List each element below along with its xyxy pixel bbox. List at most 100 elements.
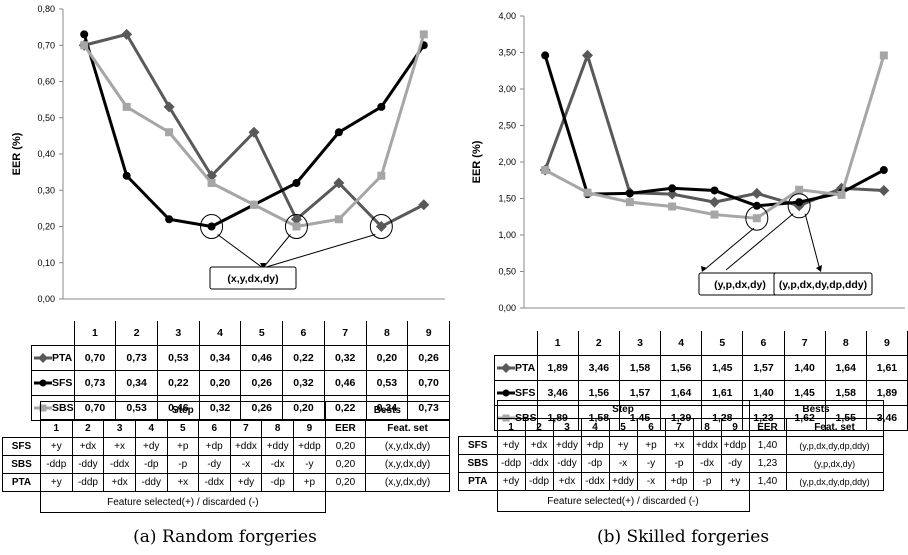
legend-key bbox=[497, 363, 515, 374]
highlight-circle bbox=[745, 205, 769, 231]
category-label: 2 bbox=[115, 321, 158, 346]
data-point-sbs bbox=[334, 215, 343, 224]
data-label: 1,61 bbox=[865, 355, 908, 381]
step-feature: +dp bbox=[580, 436, 610, 455]
method-label: PTA bbox=[458, 472, 498, 491]
category-label: 7 bbox=[783, 331, 826, 356]
data-point-sfs bbox=[625, 189, 634, 198]
step-number: 3 bbox=[552, 418, 582, 437]
data-point-sbs bbox=[837, 190, 846, 199]
step-feature: +y bbox=[39, 473, 73, 492]
data-label: 0,32 bbox=[323, 345, 367, 371]
step-feature: +ddy bbox=[608, 472, 638, 491]
step-header: Step bbox=[39, 401, 326, 420]
featset-header: Feat. set bbox=[365, 419, 450, 438]
data-point-pta bbox=[163, 101, 175, 113]
data-point-sfs bbox=[122, 171, 131, 180]
step-table-skilled: Step Bests 1 2 3 4 5 6 7 8 9 EER Feat. set SFS +dy +dx +… bbox=[458, 400, 884, 512]
best-feature-set: (x,y,dx,dy) bbox=[365, 473, 450, 492]
method-label: SFS bbox=[458, 436, 498, 455]
step-feature: -x bbox=[608, 454, 638, 473]
step-feature: +ddp bbox=[720, 436, 750, 455]
step-feature: -ddp bbox=[39, 455, 73, 474]
step-number: 7 bbox=[664, 418, 694, 437]
data-point-pta bbox=[582, 49, 593, 61]
data-point-sfs bbox=[334, 128, 343, 137]
data-point-sbs bbox=[122, 102, 131, 111]
step-feature: +dy bbox=[134, 437, 168, 456]
data-point-sbs bbox=[250, 200, 258, 209]
step-feature: -p bbox=[664, 454, 694, 473]
step-number: 9 bbox=[720, 418, 750, 437]
step-feature: +p bbox=[636, 436, 666, 455]
data-point-sbs bbox=[668, 202, 677, 211]
step-feature: -ddy bbox=[552, 454, 582, 473]
legend-key-marker bbox=[38, 353, 48, 364]
step-number: 4 bbox=[580, 418, 610, 437]
data-table-row-sfs: SFS 0,73 0,34 0,22 0,20 0,26 0,32 0,46 0,53 0,70 bbox=[31, 370, 450, 396]
bests-header: Bests bbox=[324, 401, 451, 420]
data-point-pta bbox=[375, 221, 387, 232]
category-label: 4 bbox=[660, 331, 703, 356]
step-row-sbs: SBS -ddp -ddx -ddy -dp -x -y -p -dx -dy 1,23 (y,p,d… bbox=[458, 454, 884, 473]
caption-random: (a) Random forgeries bbox=[133, 527, 317, 547]
data-point-pta bbox=[751, 187, 763, 199]
step-feature: +ddx bbox=[692, 436, 722, 455]
data-point-sfs bbox=[377, 102, 386, 111]
step-table-title-row: Step Bests bbox=[3, 401, 451, 420]
data-label: 0,34 bbox=[198, 345, 242, 371]
blank-cell bbox=[459, 401, 498, 419]
legend-key bbox=[497, 389, 515, 397]
caption-skilled: (b) Skilled forgeries bbox=[596, 527, 770, 547]
step-number: 6 bbox=[197, 419, 231, 438]
step-feature: -dx bbox=[261, 455, 295, 474]
y-tick-label: 0,00 bbox=[498, 303, 516, 313]
step-table-title-row: Step Bests bbox=[459, 400, 884, 419]
category-label: 3 bbox=[618, 331, 662, 356]
y-tick-label: 0,30 bbox=[37, 185, 55, 195]
step-number: 2 bbox=[71, 419, 105, 438]
best-eer: 1,40 bbox=[748, 436, 787, 455]
data-point-pta bbox=[878, 184, 890, 196]
annotation-box bbox=[773, 272, 873, 296]
legend-label: PTA bbox=[52, 352, 73, 364]
data-label: 0,73 bbox=[115, 345, 158, 371]
category-label: 7 bbox=[323, 321, 367, 346]
category-label: 6 bbox=[742, 331, 785, 356]
arrow-head bbox=[260, 263, 266, 269]
data-label: 0,34 bbox=[115, 370, 158, 396]
data-point-pta bbox=[418, 199, 430, 211]
data-point-sfs bbox=[207, 222, 216, 231]
step-feature: -ddx bbox=[524, 454, 554, 473]
data-label: 0,70 bbox=[407, 370, 450, 396]
data-point-sbs bbox=[292, 222, 301, 231]
step-feature: +dx bbox=[524, 436, 554, 455]
category-label: 3 bbox=[157, 321, 200, 346]
best-eer: 0,20 bbox=[324, 437, 367, 456]
legend-key-marker bbox=[501, 363, 511, 374]
data-label: 0,26 bbox=[240, 370, 284, 396]
y-tick-label: 0,20 bbox=[37, 222, 55, 232]
data-point-sbs bbox=[583, 188, 592, 197]
data-point-sfs bbox=[879, 166, 888, 175]
y-axis-label: EER (%) bbox=[11, 132, 23, 175]
method-label: PTA bbox=[2, 473, 41, 492]
step-feature: -ddx bbox=[197, 473, 231, 492]
best-feature-set: (y,p,dx,dy,dp,ddy) bbox=[785, 472, 884, 491]
step-table-random: Step Bests 1 2 3 4 5 6 7 8 9 EER Feat. set SFS +y +dx +x… bbox=[2, 401, 451, 513]
best-feature-set: (y,p,dx,dy,dp,ddy) bbox=[785, 436, 884, 455]
data-label: 0,20 bbox=[365, 345, 409, 371]
data-point-sbs bbox=[625, 198, 634, 207]
step-table-footer: Feature selected(+) / discarded (-) bbox=[496, 490, 750, 512]
data-label: 0,73 bbox=[73, 370, 117, 396]
legend-label: SFS bbox=[52, 377, 73, 389]
data-point-sbs bbox=[419, 30, 428, 39]
legend-entry-sfs: SFS bbox=[494, 380, 538, 406]
step-table-footer: Feature selected(+) / discarded (-) bbox=[39, 491, 326, 513]
step-row-sfs: SFS +y +dx +x +dy +p +dp +ddx +ddy +ddp 0,20 (x,y,d… bbox=[2, 437, 450, 456]
data-point-pta bbox=[333, 177, 345, 189]
step-number: 8 bbox=[692, 418, 722, 437]
arrow-head bbox=[816, 265, 822, 272]
highlight-circle bbox=[787, 193, 811, 219]
